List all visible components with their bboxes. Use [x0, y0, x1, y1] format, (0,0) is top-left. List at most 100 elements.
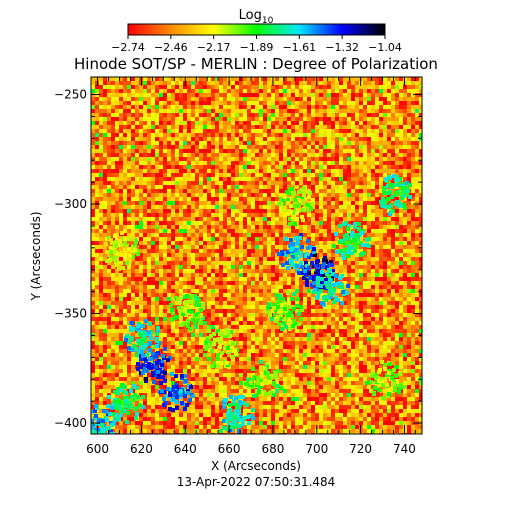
heatmap-cell	[293, 222, 297, 226]
heatmap-cell	[257, 387, 261, 391]
heatmap-cell	[300, 265, 304, 269]
heatmap-cell	[94, 414, 98, 418]
heatmap-cell	[118, 264, 122, 268]
heatmap-cell	[267, 302, 271, 306]
heatmap-cell	[339, 249, 343, 253]
heatmap-cell	[266, 371, 270, 375]
heatmap-cell	[155, 332, 159, 336]
heatmap-cell	[175, 315, 179, 319]
heatmap-cell	[137, 349, 141, 353]
heatmap-cell	[327, 274, 331, 278]
heatmap-cell	[87, 409, 91, 413]
heatmap-cell	[303, 204, 307, 208]
x-tick-label: 680	[261, 442, 284, 456]
heatmap-cell	[201, 302, 205, 306]
heatmap-cell	[388, 183, 392, 187]
colorbar-label: Log10	[239, 8, 274, 26]
heatmap-cell	[299, 254, 303, 258]
heatmap-cell	[330, 263, 334, 267]
heatmap-cell	[284, 316, 288, 320]
heatmap-cell	[353, 225, 357, 229]
x-tick-label: 620	[130, 442, 153, 456]
heatmap-cell	[111, 412, 115, 416]
heatmap-cell	[325, 283, 329, 287]
heatmap-cell	[277, 322, 281, 326]
heatmap-cell	[183, 407, 187, 411]
observation-timestamp: 13-Apr-2022 07:50:31.484	[177, 475, 336, 489]
heatmap-cell	[246, 378, 250, 382]
heatmap-cell	[361, 243, 365, 247]
heatmap-cell	[369, 389, 373, 393]
heatmap-cell	[191, 394, 195, 398]
x-tick-label: 600	[86, 442, 109, 456]
heatmap-cell	[188, 398, 192, 402]
heatmap-cell	[156, 326, 160, 330]
heatmap-cell	[113, 234, 117, 238]
heatmap-cell	[302, 193, 306, 197]
heatmap-cell	[123, 385, 127, 389]
heatmap-cell	[228, 428, 232, 432]
heatmap-cell	[124, 399, 128, 403]
x-axis: 600 620 640 660 680 700 720 740	[86, 77, 416, 456]
heatmap-cell	[296, 204, 300, 208]
heatmap-cell	[313, 253, 317, 257]
heatmap-cell	[113, 400, 117, 404]
heatmap-cell	[320, 301, 324, 305]
heatmap-cell	[320, 270, 324, 274]
heatmap-cell	[277, 369, 281, 373]
heatmap-cell	[116, 400, 120, 404]
heatmap-cell	[281, 207, 285, 211]
heatmap-cell	[337, 281, 341, 285]
heatmap-cell	[172, 397, 176, 401]
heatmap-cell	[144, 319, 148, 323]
heatmap-cell	[149, 336, 153, 340]
heatmap-cell	[304, 273, 308, 277]
heatmap-cell	[289, 210, 293, 214]
heatmap-cell	[241, 422, 245, 426]
x-tick-label: 640	[174, 442, 197, 456]
heatmap-cell	[162, 397, 166, 401]
heatmap-cell	[163, 379, 167, 383]
heatmap-cell	[347, 236, 351, 240]
heatmap-cell	[123, 237, 127, 241]
heatmap-cell	[343, 248, 347, 252]
heatmap-cell	[251, 408, 255, 412]
heatmap-cell	[136, 324, 140, 328]
heatmap-cell	[113, 390, 117, 394]
heatmap-cell	[385, 383, 389, 387]
heatmap-cell	[316, 279, 320, 283]
heatmap-cell	[117, 243, 121, 247]
heatmap-cell	[130, 336, 134, 340]
heatmap-cell	[110, 406, 114, 410]
heatmap-cell	[155, 361, 159, 365]
heatmap-cell	[307, 271, 311, 275]
heatmap-cell	[160, 375, 164, 379]
heatmap-cell	[91, 426, 95, 430]
heatmap-cell	[279, 386, 283, 390]
heatmap-cell	[118, 236, 122, 240]
heatmap-cell	[125, 261, 129, 265]
heatmap-cell	[263, 366, 267, 370]
heatmap-cell	[399, 191, 403, 195]
heatmap-cell	[365, 238, 369, 242]
heatmap-cell	[150, 365, 154, 369]
heatmap-cell	[326, 295, 330, 299]
heatmap-cell	[235, 403, 239, 407]
heatmap-cell	[295, 211, 299, 215]
heatmap-cell	[293, 204, 297, 208]
heatmap-cell	[139, 357, 143, 361]
heatmap-cell	[331, 272, 335, 276]
heatmap-cell	[238, 403, 242, 407]
heatmap-cell	[138, 403, 142, 407]
heatmap-cell	[328, 278, 332, 282]
heatmap-cell	[312, 278, 316, 282]
heatmap-cell	[183, 309, 187, 313]
heatmap-cell	[160, 360, 164, 364]
heatmap-cell	[292, 191, 296, 195]
heatmap-cell	[237, 410, 241, 414]
heatmap-cell	[334, 232, 338, 236]
colorbar-tick-label: −2.74	[111, 41, 145, 54]
heatmap-cell	[283, 251, 287, 255]
heatmap-cell	[216, 329, 220, 333]
heatmap-cell	[379, 200, 383, 204]
